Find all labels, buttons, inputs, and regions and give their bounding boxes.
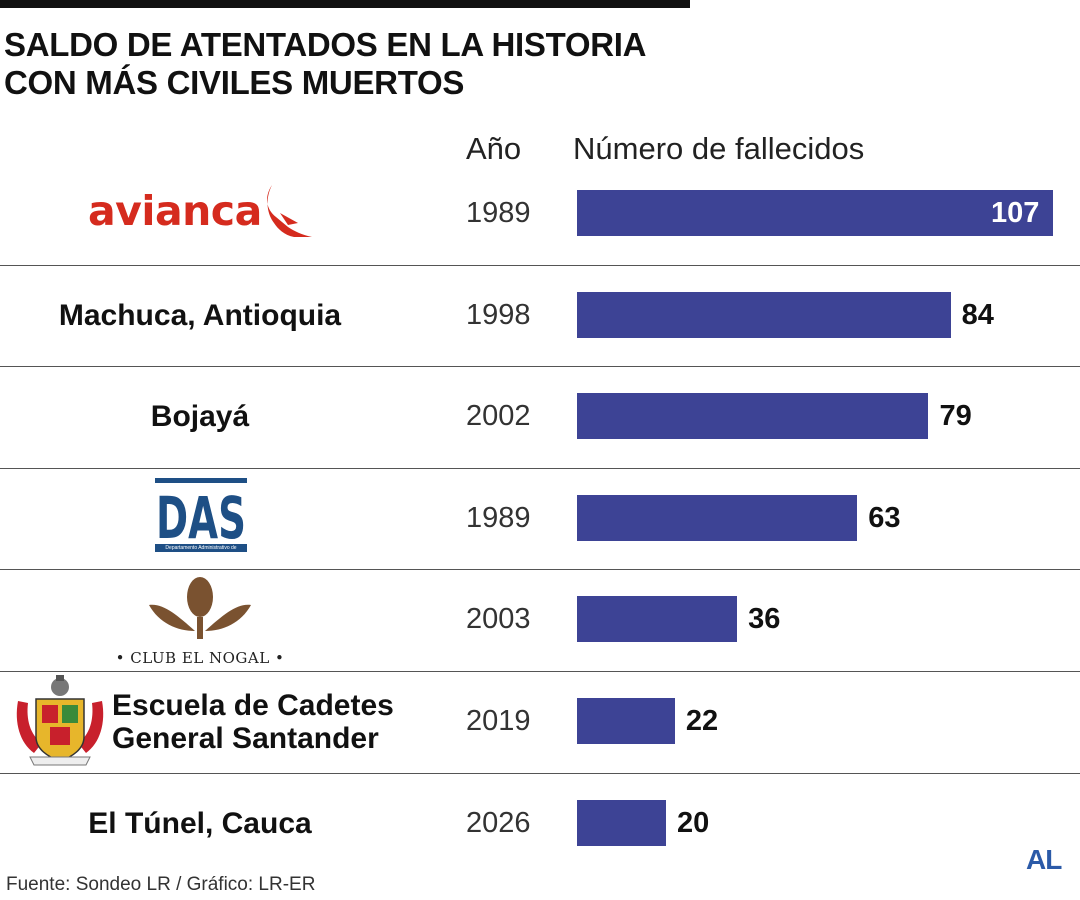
table-row: Bojayá 2002 79 bbox=[0, 366, 1080, 467]
row-year: 1989 bbox=[466, 501, 531, 534]
row-label-line: Escuela de Cadetes bbox=[112, 688, 394, 722]
das-logo-icon: DAS bbox=[155, 477, 247, 552]
row-divider bbox=[0, 671, 1080, 672]
row-year: 2026 bbox=[466, 806, 531, 839]
row-label: Bojayá bbox=[0, 366, 400, 467]
chart-title: SALDO DE ATENTADOS EN LA HISTORIA CON MÁ… bbox=[4, 26, 646, 102]
row-label-text: El Túnel, Cauca bbox=[88, 807, 311, 840]
chart-title-line-1: SALDO DE ATENTADOS EN LA HISTORIA bbox=[4, 26, 647, 63]
svg-text:DAS: DAS bbox=[156, 484, 246, 552]
row-divider bbox=[0, 265, 1080, 266]
row-label: El Túnel, Cauca bbox=[0, 773, 400, 874]
das-logo-caption: Departamento Administrativo de Seguridad bbox=[155, 543, 247, 552]
bar-1 bbox=[577, 190, 1053, 236]
table-row: Machuca, Antioquia 1998 84 bbox=[0, 265, 1080, 366]
avianca-bird-icon bbox=[267, 185, 312, 237]
row-divider bbox=[0, 366, 1080, 367]
column-header-year: Año bbox=[466, 131, 522, 166]
table-row: El Túnel, Cauca 2026 20 bbox=[0, 773, 1080, 874]
source-note: Fuente: Sondeo LR / Gráfico: LR-ER bbox=[6, 874, 316, 895]
row-label: Machuca, Antioquia bbox=[0, 265, 400, 366]
bar-3 bbox=[577, 393, 929, 440]
row-year: 1989 bbox=[466, 197, 531, 229]
bar-5 bbox=[577, 596, 738, 643]
value-label: 63 bbox=[868, 501, 901, 534]
nogal-leaf-icon bbox=[149, 577, 251, 640]
bar-7 bbox=[577, 799, 666, 846]
value-label: 84 bbox=[961, 298, 994, 331]
row-year: 2019 bbox=[466, 705, 531, 737]
row-label-line: General Santander bbox=[112, 721, 379, 755]
row-year: 1998 bbox=[466, 298, 531, 331]
value-label: 79 bbox=[939, 400, 972, 433]
row-label-text: Bojayá bbox=[151, 400, 249, 433]
row-label-text: Escuela de Cadetes General Santander bbox=[112, 689, 394, 755]
value-label: 22 bbox=[685, 705, 719, 737]
chart-title-line-2: CON MÁS CIVILES MUERTOS bbox=[4, 64, 465, 101]
row-year: 2002 bbox=[466, 400, 531, 433]
top-rule bbox=[0, 0, 690, 8]
value-label: 36 bbox=[748, 603, 781, 636]
row-label: Escuela de Cadetes General Santander bbox=[112, 671, 422, 772]
nogal-logo-caption: • CLUB EL NOGAL • bbox=[115, 649, 285, 668]
bar-2 bbox=[577, 291, 951, 338]
table-row: Escuela de Cadetes General Santander 2019 2… bbox=[0, 671, 1080, 772]
row-divider bbox=[0, 468, 1080, 469]
row-label-text: Machuca, Antioquia bbox=[59, 299, 341, 332]
bar-4 bbox=[577, 494, 858, 541]
table-row: avianca 1989 107 bbox=[0, 163, 1080, 264]
row-label-line: Bojayá bbox=[150, 400, 250, 434]
value-label: 20 bbox=[676, 806, 710, 839]
bar-6 bbox=[577, 698, 675, 744]
brand-logo: AL bbox=[1026, 844, 1062, 875]
cadet-school-crest-icon bbox=[16, 675, 104, 766]
row-label-line: Machuca, Antioquia bbox=[58, 298, 342, 332]
row-divider bbox=[0, 569, 1080, 570]
row-year: 2003 bbox=[466, 603, 531, 636]
value-label: 107 bbox=[991, 197, 1040, 229]
row-divider bbox=[0, 773, 1080, 774]
column-header-value: Número de fallecidos bbox=[573, 131, 865, 166]
avianca-logo: avianca bbox=[88, 187, 262, 235]
table-row: • CLUB EL NOGAL • 2003 36 bbox=[0, 569, 1080, 670]
row-label-line: El Túnel, Cauca bbox=[88, 806, 312, 840]
